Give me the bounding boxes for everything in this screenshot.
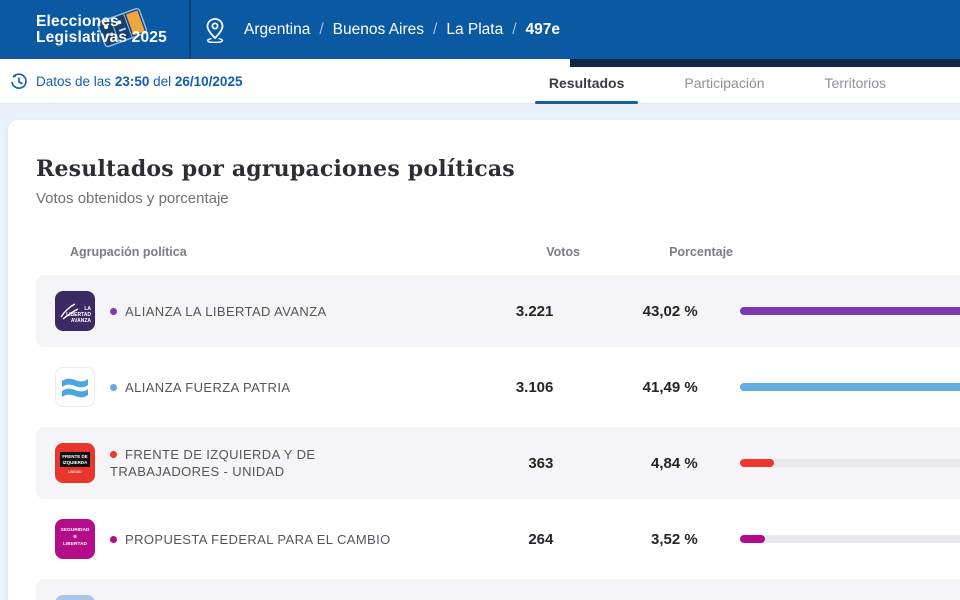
party-name: PROPUESTA FEDERAL PARA EL CAMBIO xyxy=(110,531,421,548)
party-name: FRENTE DE IZQUIERDA Y DE TRABAJADORES - … xyxy=(110,447,316,479)
party-color-bullet xyxy=(110,383,117,391)
view-tabs: Resultados Participación Territorios xyxy=(534,67,900,104)
table-row[interactable]: FRENTE DE IZQUIERDA UNIDAD FRENTE DE IZQUIE… xyxy=(36,427,960,499)
app-header: Elecciones Legislativas 2025 Argentina /… xyxy=(0,0,960,59)
location-pin-icon xyxy=(205,17,225,43)
percent-value: 3,52 % xyxy=(650,530,698,548)
tab-participacion[interactable]: Participación xyxy=(684,75,765,91)
column-header-percent: Porcentaje xyxy=(669,245,733,259)
page-title: Resultados por agrupaciones políticas xyxy=(36,156,515,182)
data-timestamp: Datos de las 23:50 del 26/10/2025 xyxy=(10,59,242,104)
party-name: ALIANZA FUERZA PATRIA xyxy=(110,379,421,396)
votes-value: 264 xyxy=(528,530,554,548)
column-header-votes: Votos xyxy=(546,245,580,259)
party-color-bullet xyxy=(110,451,117,458)
percent-value: 43,02 % xyxy=(642,302,698,320)
votes-value: 363 xyxy=(528,454,554,472)
app-logo[interactable]: Elecciones Legislativas 2025 xyxy=(0,0,190,59)
page-subtitle: Votos obtenidos y porcentaje xyxy=(36,190,229,207)
breadcrumb-separator: / xyxy=(319,20,324,38)
party-logo: SEGURIDAD ⊕ LIBERTAD xyxy=(55,519,95,559)
percent-value: 41,49 % xyxy=(642,378,698,396)
breadcrumb-item[interactable]: Argentina xyxy=(244,20,311,38)
results-table: LA LIBERTAD AVANZA ALIANZA LA LIBERTAD AVAN… xyxy=(36,275,960,600)
breadcrumb-current: 497e xyxy=(525,20,561,38)
party-logo xyxy=(55,595,95,600)
party-color-bullet xyxy=(110,535,117,543)
breadcrumb-item[interactable]: La Plata xyxy=(446,20,504,38)
party-logo: LA LIBERTAD AVANZA xyxy=(55,291,95,331)
header-divider xyxy=(189,0,191,59)
percent-bar-track xyxy=(739,383,960,391)
percent-bar-fill xyxy=(739,307,960,315)
votes-value: 3.106 xyxy=(515,378,554,396)
status-tabs-bar: Datos de las 23:50 del 26/10/2025 Result… xyxy=(0,54,960,104)
breadcrumb: Argentina / Buenos Aires / La Plata / 49… xyxy=(205,0,560,59)
party-color-bullet xyxy=(110,307,117,315)
table-row[interactable]: LA LIBERTAD AVANZA ALIANZA LA LIBERTAD AVAN… xyxy=(36,275,960,347)
percent-bar-fill xyxy=(739,459,774,467)
table-row[interactable]: ALIANZA FUERZA PATRIA 3.106 41,49 % xyxy=(36,351,960,423)
results-card: Resultados por agrupaciones políticas Vo… xyxy=(8,120,960,600)
percent-bar-track xyxy=(739,307,960,315)
party-logo: FRENTE DE IZQUIERDA UNIDAD xyxy=(55,443,95,483)
ballot-graphic-icon xyxy=(97,7,148,48)
party-name: ALIANZA LA LIBERTAD AVANZA xyxy=(110,303,421,320)
brand-title: Elecciones Legislativas 2025 xyxy=(36,12,167,46)
breadcrumb-separator: / xyxy=(512,20,517,38)
column-header-party: Agrupación política xyxy=(70,245,187,259)
percent-bar-track xyxy=(739,459,960,467)
percent-bar-fill xyxy=(739,383,960,391)
tab-resultados[interactable]: Resultados xyxy=(534,67,639,104)
update-clock-icon xyxy=(11,72,27,89)
percent-bar-track xyxy=(739,535,960,543)
percent-value: 4,84 % xyxy=(650,454,698,472)
table-row[interactable] xyxy=(36,579,960,600)
percent-bar-fill xyxy=(739,535,765,543)
breadcrumb-item[interactable]: Buenos Aires xyxy=(332,20,425,38)
votes-value: 3.221 xyxy=(515,302,554,320)
party-logo xyxy=(55,367,95,407)
table-header-row: Agrupación política Votos Porcentaje xyxy=(36,241,960,263)
table-row[interactable]: SEGURIDAD ⊕ LIBERTAD PROPUESTA FEDERAL PARA… xyxy=(36,503,960,575)
breadcrumb-separator: / xyxy=(433,20,438,38)
tab-territorios[interactable]: Territorios xyxy=(824,75,886,91)
